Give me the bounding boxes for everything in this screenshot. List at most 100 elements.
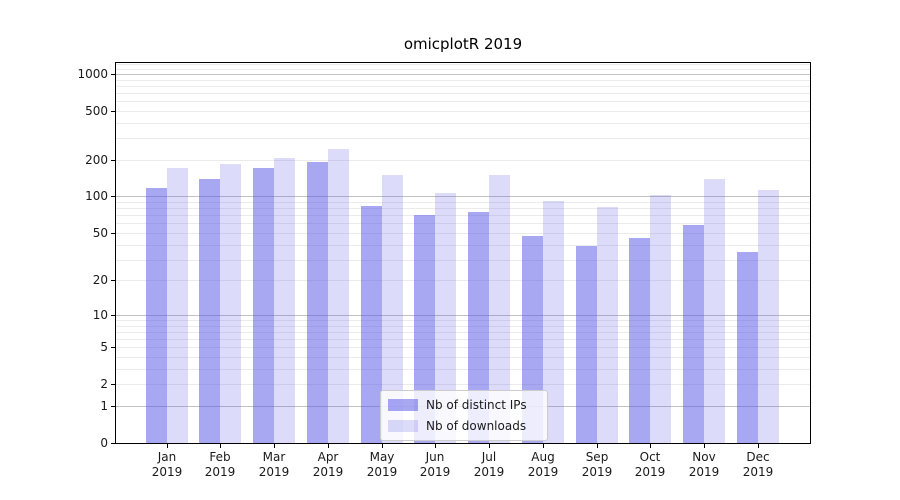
x-tick-mark-mar — [274, 444, 275, 448]
y-tick-mark-50 — [111, 233, 115, 234]
bar-may-distinct-ips — [361, 206, 382, 443]
legend-label-downloads: Nb of downloads — [426, 419, 527, 433]
x-tick-mark-may — [382, 444, 383, 448]
gridline-minor-8 — [116, 326, 810, 327]
x-tick-mark-feb — [220, 444, 221, 448]
bar-nov-distinct-ips — [683, 225, 704, 443]
y-tick-label-20: 20 — [92, 273, 108, 287]
bar-apr-distinct-ips — [307, 162, 328, 443]
gridline-minor-1200 — [116, 64, 810, 65]
gridline-minor-6 — [116, 339, 810, 340]
gridline-minor-20 — [116, 280, 810, 281]
x-tick-label-oct: Oct 2019 — [634, 450, 666, 479]
bar-sep-downloads — [597, 207, 618, 443]
y-tick-label-1: 1 — [100, 399, 108, 413]
gridline-minor-1100 — [116, 69, 810, 70]
gridline-minor-40 — [116, 245, 810, 246]
bar-jan-distinct-ips — [146, 188, 167, 443]
x-tick-mark-aug — [543, 444, 544, 448]
gridline-minor-3 — [116, 369, 810, 370]
gridline-minor-700 — [116, 93, 810, 94]
gridline-major-100 — [116, 196, 810, 197]
gridline-major-10 — [116, 315, 810, 316]
gridline-minor-70 — [116, 215, 810, 216]
x-tick-label-aug: Aug 2019 — [527, 450, 559, 479]
x-tick-mark-sep — [597, 444, 598, 448]
gridline-minor-60 — [116, 223, 810, 224]
gridline-minor-7 — [116, 332, 810, 333]
x-tick-label-sep: Sep 2019 — [581, 450, 613, 479]
legend-entry-distinct-ips: Nb of distinct IPs — [388, 398, 538, 412]
bar-oct-downloads — [650, 195, 671, 443]
y-tick-mark-0 — [111, 443, 115, 444]
y-tick-label-500: 500 — [85, 104, 108, 118]
x-tick-mark-apr — [328, 444, 329, 448]
y-tick-label-100: 100 — [85, 189, 108, 203]
x-tick-mark-jul — [489, 444, 490, 448]
gridline-minor-4 — [116, 357, 810, 358]
gridline-minor-2 — [116, 384, 810, 385]
legend-swatch-distinct-ips — [388, 399, 418, 411]
x-tick-label-jun: Jun 2019 — [419, 450, 451, 479]
y-tick-mark-100 — [111, 196, 115, 197]
bar-oct-distinct-ips — [629, 238, 650, 443]
y-tick-mark-20 — [111, 280, 115, 281]
bar-nov-downloads — [704, 179, 725, 443]
gridline-minor-30 — [116, 260, 810, 261]
bar-jul-distinct-ips — [468, 212, 489, 443]
gridline-minor-90 — [116, 202, 810, 203]
bar-feb-distinct-ips — [199, 179, 220, 443]
bar-dec-downloads — [758, 190, 779, 443]
y-tick-label-2: 2 — [100, 377, 108, 391]
y-tick-label-10: 10 — [92, 308, 108, 322]
legend-entry-downloads: Nb of downloads — [388, 419, 538, 433]
x-tick-mark-oct — [650, 444, 651, 448]
y-tick-label-50: 50 — [92, 226, 108, 240]
gridline-minor-9 — [116, 320, 810, 321]
legend: Nb of distinct IPs Nb of downloads — [380, 390, 548, 441]
gridline-minor-200 — [116, 160, 810, 161]
x-tick-label-nov: Nov 2019 — [688, 450, 720, 479]
x-tick-mark-jan — [167, 444, 168, 448]
y-tick-label-0: 0 — [100, 436, 108, 450]
chart-title: omicplotR 2019 — [403, 35, 523, 53]
legend-swatch-downloads — [388, 420, 418, 432]
bar-mar-distinct-ips — [253, 168, 274, 443]
bar-feb-downloads — [220, 164, 241, 443]
x-tick-label-apr: Apr 2019 — [312, 450, 344, 479]
y-tick-label-200: 200 — [85, 153, 108, 167]
y-tick-mark-2 — [111, 384, 115, 385]
gridline-minor-800 — [116, 86, 810, 87]
x-tick-label-mar: Mar 2019 — [258, 450, 290, 479]
bar-dec-distinct-ips — [737, 252, 758, 443]
gridline-minor-600 — [116, 101, 810, 102]
bar-apr-downloads — [328, 149, 349, 443]
gridline-minor-500 — [116, 111, 810, 112]
y-tick-mark-5 — [111, 347, 115, 348]
bar-jun-downloads — [435, 193, 456, 443]
x-tick-mark-dec — [758, 444, 759, 448]
bar-jun-distinct-ips — [414, 215, 435, 443]
gridline-minor-80 — [116, 208, 810, 209]
y-tick-mark-500 — [111, 111, 115, 112]
y-tick-label-5: 5 — [100, 340, 108, 354]
bar-sep-distinct-ips — [576, 246, 597, 443]
x-tick-mark-nov — [704, 444, 705, 448]
gridline-minor-400 — [116, 123, 810, 124]
y-tick-mark-1 — [111, 406, 115, 407]
x-tick-label-feb: Feb 2019 — [204, 450, 236, 479]
bar-mar-downloads — [274, 158, 295, 443]
x-tick-label-may: May 2019 — [366, 450, 398, 479]
x-tick-label-dec: Dec 2019 — [742, 450, 774, 479]
legend-label-distinct-ips: Nb of distinct IPs — [426, 398, 527, 412]
gridline-major-1000 — [116, 74, 810, 75]
gridline-minor-900 — [116, 80, 810, 81]
gridline-minor-50 — [116, 233, 810, 234]
x-tick-mark-jun — [435, 444, 436, 448]
bar-jan-downloads — [167, 168, 188, 443]
gridline-minor-300 — [116, 138, 810, 139]
x-tick-label-jul: Jul 2019 — [473, 450, 505, 479]
y-tick-label-1000: 1000 — [77, 67, 108, 81]
y-tick-mark-200 — [111, 160, 115, 161]
